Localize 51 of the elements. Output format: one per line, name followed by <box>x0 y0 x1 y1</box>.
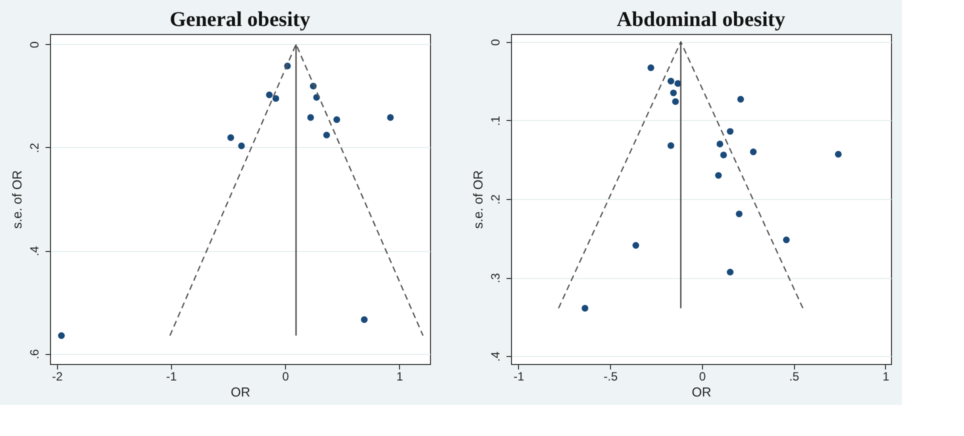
point <box>720 152 727 158</box>
point <box>670 90 677 96</box>
y-tick-label: .4 <box>488 351 502 362</box>
y-tick-label: .6 <box>28 348 42 360</box>
point <box>387 114 394 121</box>
y-tick-label: .3 <box>488 272 502 284</box>
point <box>737 96 744 103</box>
point <box>715 172 722 179</box>
point <box>648 64 654 72</box>
point <box>582 304 588 312</box>
point <box>668 142 674 149</box>
point <box>360 316 368 324</box>
x-tick-label: .5 <box>789 370 800 384</box>
point <box>238 142 245 150</box>
y-tick-label: 0 <box>28 41 42 48</box>
point <box>323 132 330 138</box>
x-tick-label: 1 <box>396 370 404 384</box>
point <box>307 114 314 121</box>
point <box>333 116 340 123</box>
y-tick-label: .4 <box>28 246 42 256</box>
x-tick-label: 0 <box>699 370 706 384</box>
point <box>726 268 734 276</box>
y-tick-label: .2 <box>28 142 42 153</box>
x-tick-label: -.5 <box>604 370 618 384</box>
x-tick-label: -1 <box>514 370 525 384</box>
chart-title: Abdominal obesity <box>616 7 786 31</box>
x-tick-label: 1 <box>882 370 890 384</box>
point <box>668 78 674 84</box>
y-tick-label: .2 <box>488 194 502 205</box>
y-tick-label: 0 <box>488 38 502 46</box>
y-tick-label: .1 <box>488 116 502 126</box>
point <box>272 95 280 102</box>
x-axis-title: OR <box>230 384 250 400</box>
point <box>736 210 743 218</box>
point <box>750 148 757 156</box>
y-axis-title: s.e. of OR <box>470 170 486 229</box>
point <box>266 91 273 98</box>
point <box>726 128 734 135</box>
y-axis-title: s.e. of OR <box>10 170 24 229</box>
point <box>716 140 724 148</box>
point <box>783 236 790 244</box>
point <box>227 134 234 141</box>
x-tick-label: -1 <box>166 370 178 384</box>
point <box>834 150 842 158</box>
x-axis-title: OR <box>692 384 712 400</box>
x-tick-label: 0 <box>282 370 290 384</box>
point <box>58 332 65 339</box>
point <box>672 98 679 105</box>
x-tick-label: -2 <box>52 370 64 384</box>
point <box>632 242 640 249</box>
chart-title: General obesity <box>170 7 311 31</box>
